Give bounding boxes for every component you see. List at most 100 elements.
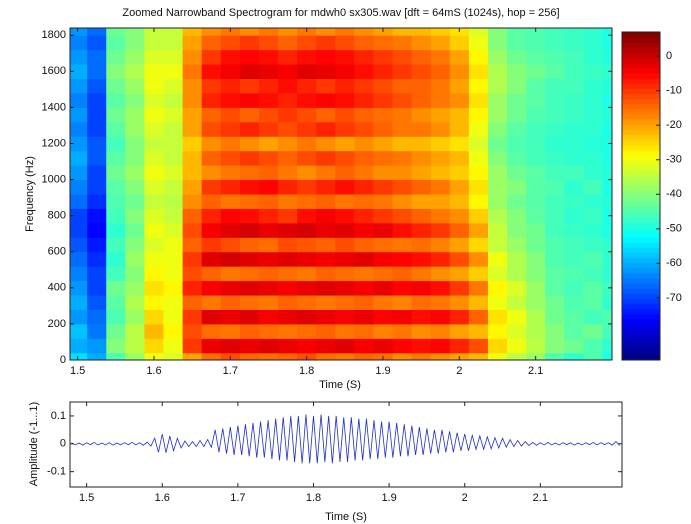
heatmap-cell <box>220 165 241 181</box>
heatmap-cell <box>373 49 394 65</box>
heatmap-cell <box>468 266 489 282</box>
heatmap-cell <box>163 165 184 181</box>
heatmap-cell <box>392 222 413 238</box>
heatmap-cell <box>87 251 107 267</box>
heatmap-cell <box>545 208 565 224</box>
heatmap-cell <box>507 352 527 360</box>
heatmap-cell <box>316 251 336 267</box>
heatmap-cell <box>411 323 432 339</box>
heatmap-cell <box>487 64 508 80</box>
heatmap-cell <box>70 338 88 354</box>
heatmap-cell <box>201 107 222 123</box>
colorbar-segment <box>622 257 660 264</box>
axes: 1.5 1.6 1.7 1.8 1.9 2 2.1020040060080010001200… <box>42 27 682 504</box>
heatmap-cell <box>258 338 279 354</box>
heatmap-cell <box>316 280 336 296</box>
heatmap-cell <box>87 352 107 360</box>
heatmap-cell <box>526 35 546 51</box>
y-tick-label: 0.1 <box>51 410 66 422</box>
heatmap-cell <box>545 49 565 65</box>
heatmap-cell <box>392 35 413 51</box>
colorbar-segment <box>622 303 660 310</box>
colorbar-frame <box>621 31 661 361</box>
colorbar-segment <box>622 272 660 279</box>
colorbar-segment <box>622 170 660 176</box>
heatmap-cell <box>468 28 489 36</box>
heatmap-cell <box>70 222 88 238</box>
colorbar-segment <box>622 57 660 64</box>
heatmap-cell <box>392 309 413 325</box>
heatmap-cell <box>125 64 145 80</box>
colorbar-segment <box>622 349 660 356</box>
heatmap-cell <box>182 28 203 36</box>
heatmap-cell <box>526 107 546 123</box>
heatmap-cell <box>335 179 355 195</box>
colorbar-tick-label: -50 <box>666 223 682 235</box>
heatmap-cell <box>258 323 279 339</box>
colorbar-segment <box>622 242 660 248</box>
heatmap-cell <box>430 266 451 282</box>
heatmap-cell <box>449 222 470 238</box>
heatmap-cell <box>468 92 489 108</box>
heatmap-cell <box>335 78 355 94</box>
heatmap-cell <box>392 49 413 65</box>
heatmap-cell <box>354 194 374 209</box>
heatmap-cell <box>316 295 336 310</box>
heatmap-cell <box>163 338 184 354</box>
heatmap-cell <box>316 35 336 51</box>
heatmap-cell <box>373 266 394 282</box>
heatmap-cell <box>144 237 165 253</box>
heatmap-cell <box>239 150 260 166</box>
heatmap-cell <box>220 194 241 209</box>
heatmap-cell <box>545 107 565 123</box>
heatmap-cell <box>144 222 165 238</box>
heatmap-cell <box>125 107 145 123</box>
heatmap-cell <box>125 35 145 51</box>
heatmap-cell <box>373 194 394 209</box>
heatmap-cell <box>182 64 203 80</box>
heatmap-cell <box>583 49 603 65</box>
heatmap-cell <box>449 150 470 166</box>
heatmap-cell <box>392 338 413 354</box>
heatmap-cell <box>507 92 527 108</box>
heatmap-cell <box>297 208 317 224</box>
heatmap-cell <box>201 266 222 282</box>
heatmap-cell <box>144 295 165 310</box>
heatmap-cell <box>163 35 184 51</box>
heatmap-cell <box>258 107 279 123</box>
heatmap-cell <box>87 64 107 80</box>
heatmap-cell <box>449 280 470 296</box>
heatmap-cell <box>144 338 165 354</box>
heatmap-cell <box>278 251 298 267</box>
heatmap-cell <box>335 352 355 360</box>
heatmap-cell <box>545 78 565 94</box>
heatmap-cell <box>316 49 336 65</box>
y-tick-label: 1400 <box>42 101 66 113</box>
heatmap-cell <box>449 251 470 267</box>
heatmap-cell <box>258 179 279 195</box>
heatmap-cell <box>602 165 612 181</box>
heatmap-cell <box>526 78 546 94</box>
colorbar-segment <box>622 226 660 233</box>
heatmap-cell <box>106 35 126 51</box>
heatmap-cell <box>564 338 584 354</box>
heatmap-cell <box>316 237 336 253</box>
heatmap-cell <box>239 107 260 123</box>
heatmap-cell <box>220 92 241 108</box>
heatmap-cell <box>125 165 145 181</box>
heatmap-cell <box>258 280 279 296</box>
heatmap-cell <box>430 107 451 123</box>
heatmap-cell <box>239 121 260 137</box>
heatmap-cell <box>239 165 260 181</box>
colorbar-segment <box>622 221 660 228</box>
heatmap-cell <box>487 92 508 108</box>
y-axis-label: Amplitude (-1...1) <box>28 402 40 486</box>
heatmap-cell <box>163 237 184 253</box>
heatmap-cell <box>564 309 584 325</box>
colorbar-segment <box>622 216 660 223</box>
colorbar-segment <box>622 252 660 258</box>
heatmap-cell <box>449 295 470 310</box>
heatmap-cell <box>411 237 432 253</box>
heatmap-cell <box>449 92 470 108</box>
y-tick-label: 800 <box>48 210 66 222</box>
